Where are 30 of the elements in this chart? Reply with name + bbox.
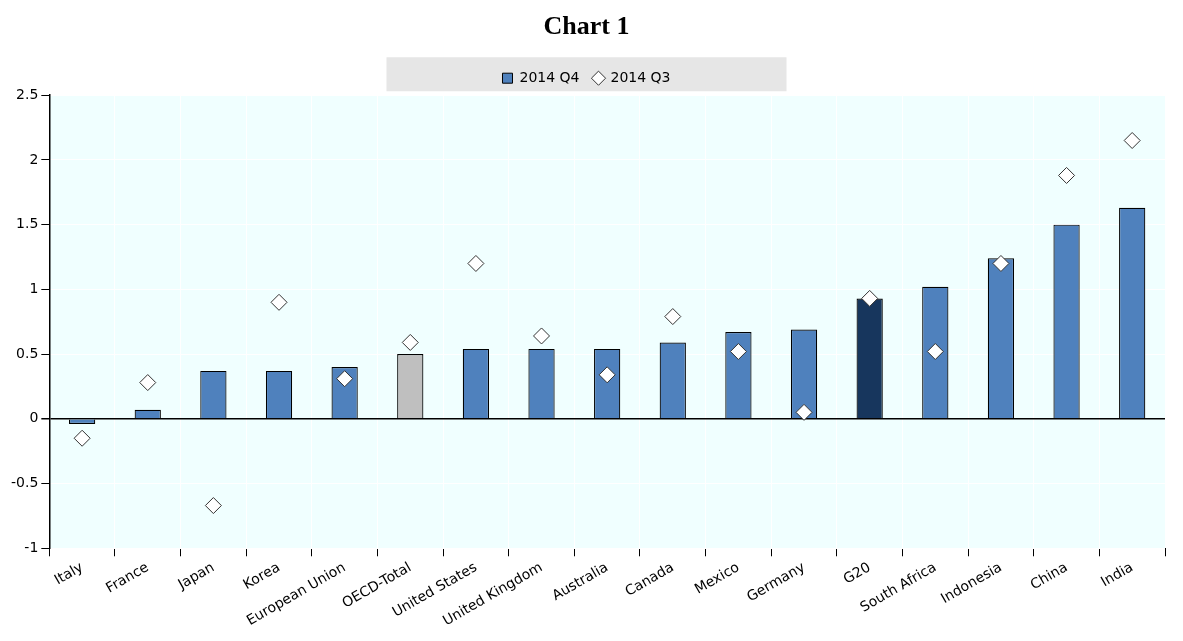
y-tick-label: 1	[29, 280, 39, 297]
point	[270, 293, 288, 311]
x-tick-label: G20	[840, 558, 873, 587]
y-tick-label: -0.5	[10, 474, 39, 491]
point	[204, 497, 222, 515]
point	[1123, 132, 1141, 150]
legend-label: 2014 Q3	[610, 68, 671, 85]
y-tick-label: 1.5	[16, 215, 39, 232]
point	[992, 254, 1010, 272]
y-tick-label: 2.5	[16, 85, 39, 102]
point	[795, 403, 813, 421]
y-tick-label: 2	[29, 150, 39, 167]
point	[336, 370, 354, 388]
x-tick-label: Italy	[51, 558, 86, 588]
point	[861, 289, 879, 307]
y-tick-label: -1	[24, 538, 39, 555]
point	[664, 308, 682, 326]
point	[1058, 166, 1076, 184]
point	[139, 374, 157, 392]
y-tick-label: 0	[29, 409, 39, 426]
point	[729, 343, 747, 361]
legend-label: 2014 Q4	[519, 68, 580, 85]
chart-title: Chart 1	[543, 11, 630, 41]
point	[926, 343, 944, 361]
point	[533, 327, 551, 345]
point	[401, 333, 419, 351]
point	[73, 429, 91, 447]
x-tick-label: India	[1097, 558, 1136, 590]
point	[467, 254, 485, 272]
y-tick-label: 0.5	[16, 344, 39, 361]
